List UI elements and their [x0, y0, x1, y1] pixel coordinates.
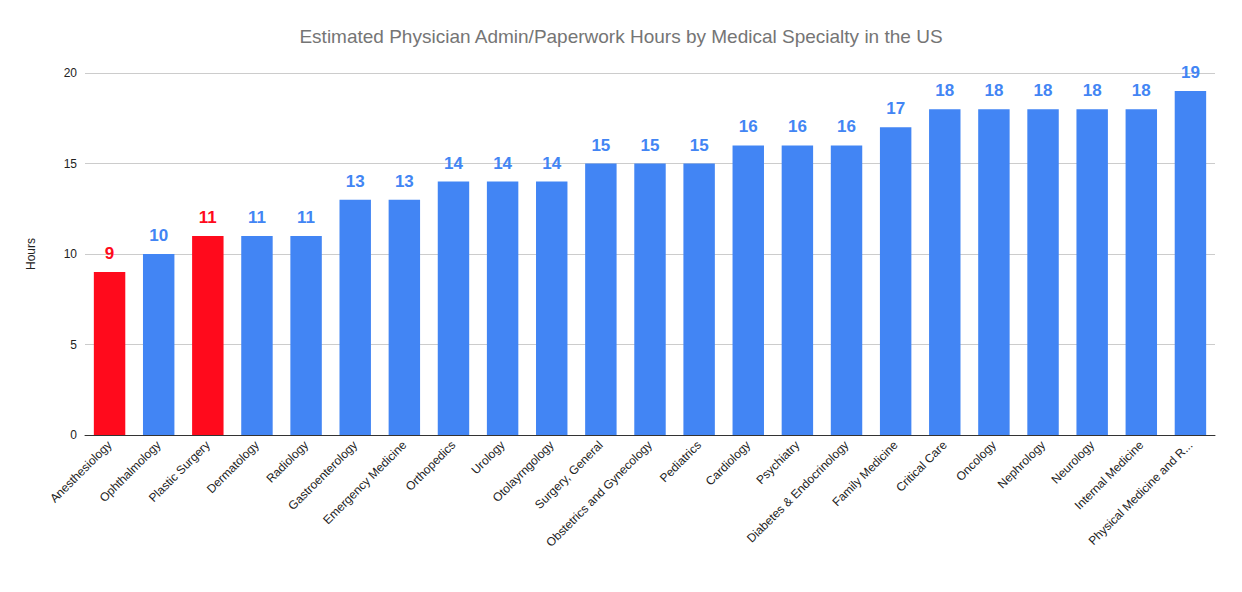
svg-text:11: 11 [297, 208, 315, 227]
svg-text:18: 18 [984, 81, 1003, 100]
svg-text:Ophthalmology: Ophthalmology [96, 438, 164, 505]
svg-text:14: 14 [493, 154, 512, 173]
svg-text:Obstetrics and Gynecology: Obstetrics and Gynecology [543, 438, 655, 550]
svg-text:Radiology: Radiology [263, 438, 311, 486]
svg-text:16: 16 [788, 117, 807, 136]
svg-text:14: 14 [542, 154, 561, 173]
svg-text:17: 17 [886, 99, 905, 118]
svg-text:Gastroenterology: Gastroenterology [285, 438, 361, 513]
svg-text:Diabetes & Endocrinology: Diabetes & Endocrinology [744, 438, 851, 545]
svg-text:9: 9 [105, 244, 114, 263]
svg-text:Otolayrngology: Otolayrngology [489, 438, 557, 505]
svg-text:Plastic Surgery: Plastic Surgery [146, 438, 213, 505]
svg-text:18: 18 [1083, 81, 1102, 100]
svg-text:Oncology: Oncology [953, 438, 999, 484]
svg-text:Estimated Physician Admin/Pape: Estimated Physician Admin/Paperwork Hour… [299, 26, 942, 47]
svg-text:20: 20 [64, 66, 78, 80]
svg-text:Family Medicine: Family Medicine [829, 438, 900, 509]
svg-text:15: 15 [591, 136, 610, 155]
svg-text:13: 13 [346, 172, 365, 191]
svg-text:Anesthesiology: Anesthesiology [47, 438, 115, 506]
svg-text:0: 0 [70, 428, 77, 442]
svg-text:Orthopedics: Orthopedics [403, 438, 459, 494]
svg-text:10: 10 [149, 226, 168, 245]
svg-text:Surgery, General: Surgery, General [532, 438, 606, 512]
svg-text:15: 15 [641, 136, 660, 155]
svg-text:15: 15 [690, 136, 709, 155]
svg-text:Cardiology: Cardiology [703, 438, 753, 488]
svg-text:Hours: Hours [24, 238, 38, 270]
svg-text:Psychiatry: Psychiatry [753, 438, 802, 487]
svg-text:Critical Care: Critical Care [893, 438, 950, 495]
svg-text:Neurology: Neurology [1049, 438, 1098, 487]
svg-text:Urology: Urology [468, 438, 507, 477]
svg-text:Pediatrics: Pediatrics [657, 438, 704, 485]
svg-text:13: 13 [395, 172, 414, 191]
svg-text:15: 15 [64, 157, 78, 171]
svg-text:11: 11 [248, 208, 266, 227]
svg-text:14: 14 [444, 154, 463, 173]
svg-text:16: 16 [739, 117, 758, 136]
svg-text:11: 11 [199, 208, 217, 227]
svg-text:5: 5 [70, 338, 77, 352]
svg-text:Dermatology: Dermatology [204, 438, 262, 496]
svg-text:18: 18 [935, 81, 954, 100]
svg-text:10: 10 [64, 247, 78, 261]
svg-text:19: 19 [1181, 63, 1200, 82]
svg-text:16: 16 [837, 117, 856, 136]
svg-text:18: 18 [1034, 81, 1053, 100]
svg-text:Nephrology: Nephrology [995, 438, 1048, 491]
svg-text:Internal Medicine: Internal Medicine [1071, 438, 1147, 513]
svg-text:Emergency Medicine: Emergency Medicine [320, 438, 409, 527]
svg-text:18: 18 [1132, 81, 1151, 100]
svg-text:Physical Medicine and R...: Physical Medicine and R... [1086, 438, 1196, 548]
